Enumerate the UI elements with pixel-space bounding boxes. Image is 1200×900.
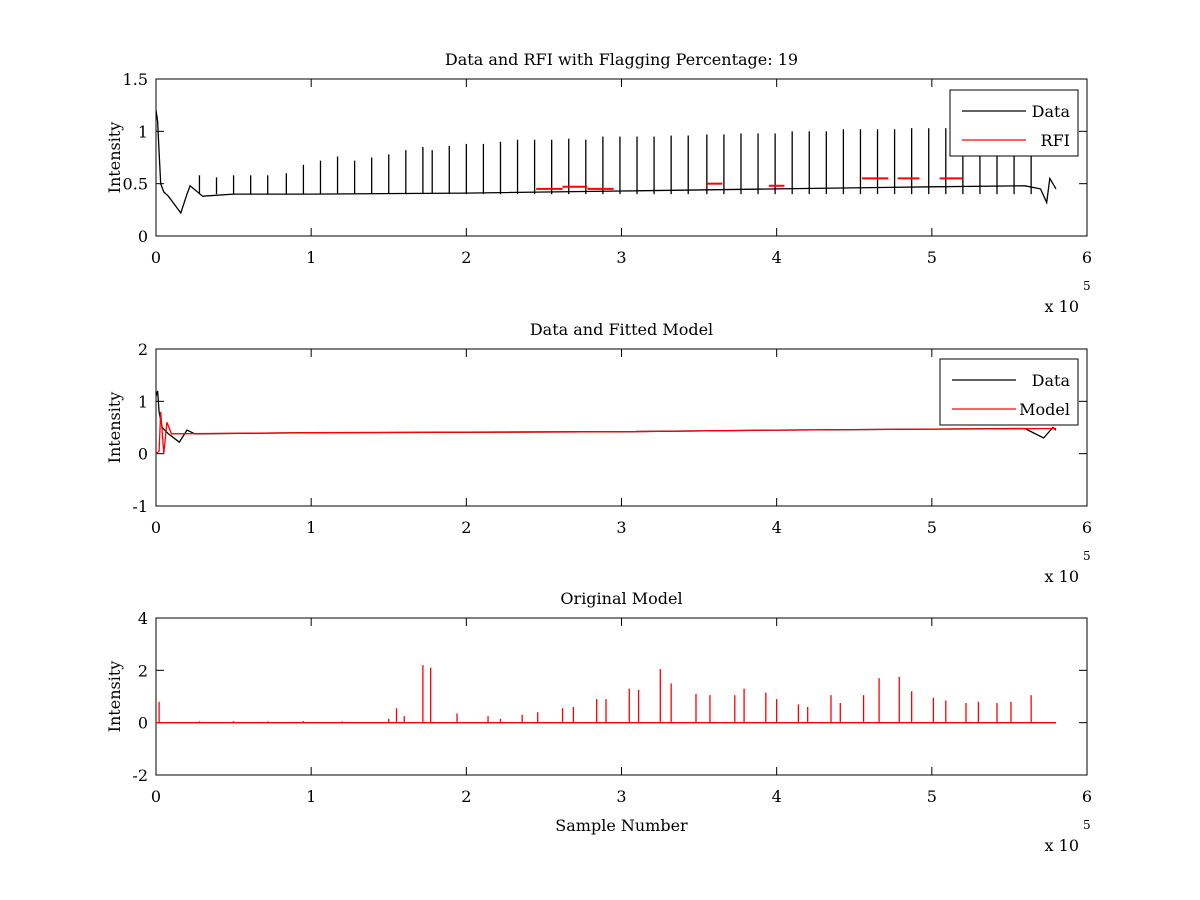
legend: Data RFI [949,89,1079,157]
y-tick-label: 0.5 [123,175,148,194]
legend-label: Data [1032,102,1071,121]
x-tick-label: 2 [461,787,471,806]
y-tick-label: -2 [132,766,148,785]
x-tick-label: 0 [151,248,161,267]
legend-box [939,358,1079,426]
plot-area [156,665,1056,724]
y-axis-label: Intensity [105,392,124,464]
x-exponent-power: 5 [1083,549,1091,563]
x-exponent-base: x 10 [1045,297,1079,316]
y-tick-label: 1 [138,392,148,411]
legend: Data Model [939,358,1079,426]
y-tick-label: 2 [138,661,148,680]
y-tick-label: 1.5 [123,70,148,89]
y-axis-label: Intensity [105,122,124,194]
x-tick-label: 4 [772,787,782,806]
x-exponent-base: x 10 [1045,567,1079,586]
x-tick-label: 2 [461,518,471,537]
chart-title: Original Model [560,589,682,608]
x-tick-label: 1 [306,518,316,537]
x-exponent-base: x 10 [1045,836,1079,855]
x-tick-label: 2 [461,248,471,267]
x-tick-label: 3 [616,518,626,537]
chart-title: Data and RFI with Flagging Percentage: 1… [445,50,798,69]
x-tick-label: 4 [772,248,782,267]
y-tick-label: 0 [138,445,148,464]
x-tick-label: 5 [927,518,937,537]
x-tick-label: 6 [1082,787,1092,806]
x-tick-label: 0 [151,787,161,806]
legend-label: RFI [1041,131,1070,150]
y-tick-label: 0 [138,714,148,733]
x-tick-label: 1 [306,248,316,267]
x-tick-label: 3 [616,787,626,806]
x-axis-label: Sample Number [555,816,688,835]
y-tick-label: 1 [138,122,148,141]
x-tick-label: 0 [151,518,161,537]
x-exponent-power: 5 [1083,279,1091,293]
subplot-1: 0 1 2 3 4 5 6 0 0.5 1 1.5 Data and RFI with Flaggin… [105,50,1092,316]
y-tick-label: 0 [138,227,148,246]
legend-label: Data [1032,371,1071,390]
plot-area [156,110,1057,215]
x-tick-label: 5 [927,787,937,806]
x-exponent-power: 5 [1083,818,1091,832]
series-model-line [156,411,1057,455]
plot-area [156,390,1057,455]
chart-title: Data and Fitted Model [530,320,713,339]
x-tick-label: 1 [306,787,316,806]
x-tick-label: 6 [1082,248,1092,267]
x-tick-label: 4 [772,518,782,537]
axes-box [155,78,1088,237]
y-axis-label: Intensity [105,661,124,733]
axes-box [155,617,1088,776]
y-tick-label: 2 [138,340,148,359]
legend-box [949,89,1079,157]
x-tick-label: 6 [1082,518,1092,537]
x-tick-label: 3 [616,248,626,267]
axes-box [155,348,1088,507]
series-data-line [156,110,1057,215]
x-tick-label: 5 [927,248,937,267]
subplots: 0 1 2 3 4 5 6 0 0.5 1 1.5 Data and RFI with Flaggin… [105,50,1092,855]
y-tick-label: 4 [138,609,148,628]
legend-label: Model [1019,400,1070,419]
y-tick-label: -1 [132,497,148,516]
